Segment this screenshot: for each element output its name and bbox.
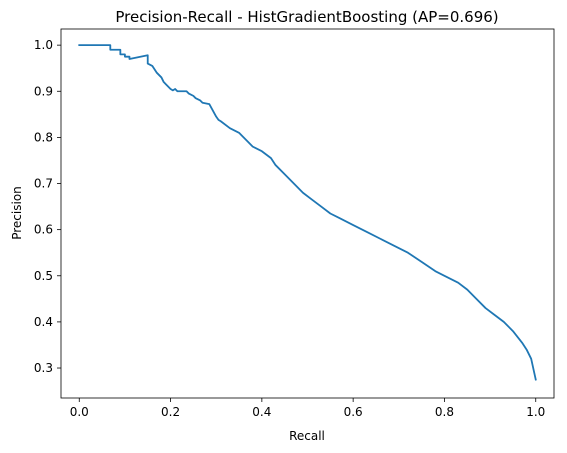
x-tick-label: 0.0 xyxy=(70,405,89,419)
x-tick-label: 0.8 xyxy=(435,405,454,419)
x-tick-label: 0.4 xyxy=(252,405,271,419)
y-tick-label: 0.3 xyxy=(34,361,53,375)
y-tick-label: 0.8 xyxy=(34,130,53,144)
x-axis-label: Recall xyxy=(289,429,325,443)
y-tick-label: 0.5 xyxy=(34,269,53,283)
y-axis-label: Precision xyxy=(10,186,24,240)
x-tick-label: 1.0 xyxy=(526,405,545,419)
y-tick-label: 0.9 xyxy=(34,84,53,98)
y-tick-label: 0.6 xyxy=(34,223,53,237)
chart-title: Precision-Recall - HistGradientBoosting … xyxy=(115,8,498,26)
x-tick-label: 0.6 xyxy=(344,405,363,419)
y-tick-label: 0.4 xyxy=(34,315,53,329)
precision-recall-series-line xyxy=(78,44,537,381)
y-axis-ticks: 0.3 0.4 0.5 0.6 0.7 0.8 0.9 1.0 xyxy=(34,38,61,375)
x-tick-label: 0.2 xyxy=(161,405,180,419)
y-tick-label: 1.0 xyxy=(34,38,53,52)
plot-area-frame xyxy=(60,28,555,399)
y-tick-label: 0.7 xyxy=(34,177,53,191)
x-axis-ticks: 0.0 0.2 0.4 0.6 0.8 1.0 xyxy=(70,398,545,419)
